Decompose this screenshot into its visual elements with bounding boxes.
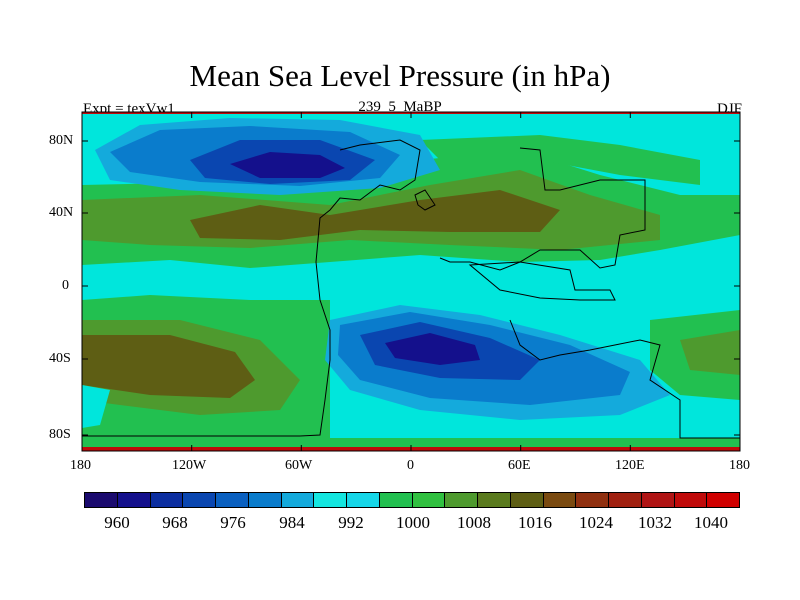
x-tick-label: 0 (407, 458, 414, 473)
colorbar-box (281, 493, 315, 507)
colorbar-box (183, 493, 216, 507)
coast-asia-peninsula (468, 261, 616, 301)
colorbar-box (674, 493, 708, 507)
colorbar-box (543, 493, 577, 507)
x-tick-label: 60W (285, 458, 313, 473)
colorbar-box (445, 493, 478, 507)
y-tick-label: 0 (62, 278, 69, 293)
field-sh-west-cyan (82, 385, 110, 428)
coastlines (82, 139, 740, 439)
colorbar-label: 1016 (518, 513, 552, 532)
coast-africa (509, 319, 740, 439)
field-sh-east-olive (680, 330, 740, 375)
colorbar-label: 1000 (396, 513, 430, 532)
colorbar-box (314, 493, 347, 507)
x-tick-label: 120E (615, 458, 645, 473)
field-nh-top-green (420, 135, 700, 185)
colorbar-label: 1008 (457, 513, 491, 532)
coast-eurasia (439, 147, 646, 271)
y-tick-label: 80N (49, 133, 74, 148)
period-label: 239_5_MaBP (358, 99, 442, 115)
y-tick-label: 40N (49, 205, 74, 220)
colorbar-box (216, 493, 249, 507)
colorbar-box (412, 493, 446, 507)
colorbar-box (609, 493, 642, 507)
colorbar-box (85, 493, 118, 507)
x-tick-label: 60E (508, 458, 531, 473)
colorbar-box (117, 493, 151, 507)
chart-title: Mean Sea Level Pressure (in hPa) (189, 58, 611, 93)
axis-ticks (81, 112, 741, 451)
coast-south-america (299, 299, 331, 437)
x-tick-label: 180 (729, 458, 750, 473)
colorbar-label: 960 (104, 513, 130, 532)
colorbar-box (379, 493, 413, 507)
field-sh-west-brown (82, 335, 255, 398)
coast-arctic-island (414, 189, 436, 211)
x-tick-label: 180 (70, 458, 91, 473)
colorbar-label: 1040 (694, 513, 728, 532)
field-sh-low-4 (385, 333, 480, 365)
colorbar-box (150, 493, 184, 507)
y-tick-label: 80S (49, 427, 71, 442)
colorbar-label: 968 (162, 513, 188, 532)
field-nh-low-4 (230, 152, 345, 178)
colorbar-box (478, 493, 511, 507)
colorbar-box (707, 493, 739, 507)
colorbar-box (248, 493, 282, 507)
colorbar-label: 976 (220, 513, 246, 532)
colorbar-label: 1024 (579, 513, 613, 532)
x-tick-label: 120W (172, 458, 207, 473)
y-tick-label: 40S (49, 351, 71, 366)
coast-north-america (315, 139, 421, 301)
colorbar-box (510, 493, 544, 507)
colorbar-label: 984 (279, 513, 305, 532)
colorbar-label: 992 (338, 513, 364, 532)
colorbar (84, 492, 740, 508)
colorbar-box (641, 493, 675, 507)
colorbar-box (576, 493, 609, 507)
colorbar-label: 1032 (638, 513, 672, 532)
contour-fills (82, 112, 740, 451)
colorbar-box (347, 493, 380, 507)
field-nh-brown (190, 190, 560, 240)
